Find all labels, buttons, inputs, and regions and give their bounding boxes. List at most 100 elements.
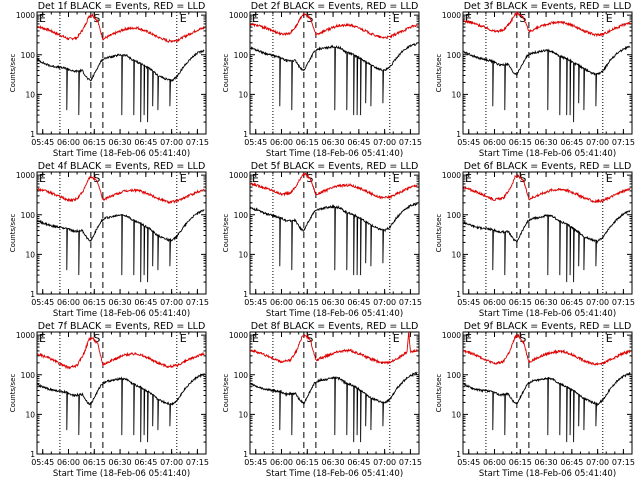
- x-tick-label: 06:45: [134, 298, 157, 307]
- y-tick-label: 100: [234, 371, 249, 380]
- y-tick-label: 10: [25, 90, 35, 99]
- x-axis-title: Start Time (18-Feb-06 05:41:40): [53, 309, 190, 319]
- region-marker: S: [93, 172, 100, 185]
- region-marker: E: [252, 12, 259, 25]
- plot-frame: [36, 171, 207, 295]
- events-series-line: [463, 209, 631, 283]
- chart-title: Det 8f BLACK = Events, RED = LLD: [251, 321, 419, 332]
- region-marker: E: [39, 172, 46, 185]
- y-tick-label: 1: [30, 450, 35, 459]
- y-tick-label: 1: [456, 130, 461, 139]
- x-tick-label: 06:15: [296, 298, 319, 307]
- y-tick-label: 1000: [229, 331, 248, 340]
- x-tick-label: 06:00: [270, 138, 293, 147]
- chart-panel-3: Det 3f BLACK = Events, RED = LLD 1 10 100 10…: [435, 1, 635, 159]
- lld-series-line: [37, 12, 205, 44]
- y-tick-label: 10: [238, 90, 248, 99]
- y-tick-label: 10: [25, 250, 35, 259]
- region-marker: E: [393, 172, 400, 185]
- y-axis-title: Counts/sec: [9, 214, 17, 253]
- y-tick-label: 1: [456, 450, 461, 459]
- chart-title: Det 7f BLACK = Events, RED = LLD: [38, 321, 206, 332]
- y-tick-label: 10: [238, 410, 248, 419]
- x-tick-label: 07:15: [186, 458, 209, 467]
- x-axis-title: Start Time (18-Feb-06 05:41:40): [266, 469, 403, 479]
- x-tick-label: 06:00: [483, 138, 506, 147]
- chart-panel-7: Det 7f BLACK = Events, RED = LLD 1 10 100 10…: [9, 321, 209, 479]
- x-tick-label: 06:30: [109, 138, 132, 147]
- x-tick-label: 06:45: [560, 298, 583, 307]
- x-tick-label: 06:45: [134, 458, 157, 467]
- chart-panel-6: Det 6f BLACK = Events, RED = LLD 1 10 100 10…: [435, 161, 635, 319]
- y-tick-label: 10: [451, 250, 461, 259]
- x-tick-label: 05:45: [31, 298, 54, 307]
- chart-panel-1: Det 1f BLACK = Events, RED = LLD 1 10 100 10…: [9, 1, 209, 159]
- x-axis-title: Start Time (18-Feb-06 05:41:40): [479, 309, 616, 319]
- y-tick-label: 100: [21, 51, 36, 60]
- y-tick-label: 1000: [16, 171, 35, 180]
- x-tick-label: 05:45: [31, 458, 54, 467]
- chart-panel-8: Det 8f BLACK = Events, RED = LLD 1 10 100 10…: [222, 321, 422, 479]
- region-marker: E: [252, 172, 259, 185]
- lld-series-line: [250, 172, 418, 200]
- lld-series-line: [463, 10, 631, 38]
- x-tick-label: 06:00: [270, 298, 293, 307]
- y-tick-label: 1: [456, 290, 461, 299]
- y-axis-title: Counts/sec: [9, 54, 17, 93]
- plot-frame: [462, 331, 633, 455]
- region-marker: E: [465, 332, 472, 345]
- x-tick-label: 05:45: [244, 458, 267, 467]
- region-marker: S: [93, 12, 100, 25]
- y-axis-title: Counts/sec: [435, 374, 443, 413]
- plot-frame: [462, 171, 633, 295]
- x-tick-label: 06:15: [83, 138, 106, 147]
- lld-series-line: [37, 175, 205, 205]
- x-tick-label: 06:30: [322, 138, 345, 147]
- y-axis-title: Counts/sec: [435, 214, 443, 253]
- x-tick-label: 07:00: [586, 458, 609, 467]
- lld-series-line: [37, 336, 205, 370]
- chart-title: Det 4f BLACK = Events, RED = LLD: [38, 161, 206, 172]
- y-tick-label: 1000: [16, 11, 35, 20]
- y-tick-label: 100: [234, 51, 249, 60]
- x-tick-label: 05:45: [244, 298, 267, 307]
- region-marker: S: [519, 172, 526, 185]
- events-series-line: [250, 201, 418, 276]
- plot-frame: [249, 11, 420, 135]
- y-tick-label: 1000: [229, 11, 248, 20]
- x-tick-label: 07:00: [373, 138, 396, 147]
- x-tick-label: 07:15: [399, 298, 422, 307]
- y-tick-label: 100: [21, 211, 36, 220]
- x-tick-label: 06:15: [83, 298, 106, 307]
- x-tick-label: 07:15: [612, 138, 635, 147]
- events-series-line: [463, 371, 631, 443]
- events-series-line: [250, 371, 418, 443]
- x-tick-label: 06:00: [57, 458, 80, 467]
- x-axis-title: Start Time (18-Feb-06 05:41:40): [53, 149, 190, 159]
- x-tick-label: 07:00: [586, 298, 609, 307]
- region-marker: E: [39, 332, 46, 345]
- region-marker: E: [606, 172, 613, 185]
- chart-title: Det 6f BLACK = Events, RED = LLD: [464, 161, 632, 172]
- y-tick-label: 1000: [16, 331, 35, 340]
- events-series-line: [463, 45, 631, 123]
- y-tick-label: 1000: [442, 331, 461, 340]
- y-tick-label: 1000: [229, 171, 248, 180]
- x-tick-label: 05:45: [31, 138, 54, 147]
- plot-frame: [36, 331, 207, 455]
- plot-frame: [249, 171, 420, 295]
- region-marker: E: [606, 12, 613, 25]
- region-marker: E: [180, 172, 187, 185]
- y-axis-title: Counts/sec: [222, 214, 230, 253]
- x-tick-label: 06:45: [560, 138, 583, 147]
- y-tick-label: 1: [243, 450, 248, 459]
- y-tick-label: 1: [243, 130, 248, 139]
- x-tick-label: 06:30: [322, 458, 345, 467]
- x-axis-title: Start Time (18-Feb-06 05:41:40): [479, 149, 616, 159]
- y-axis-title: Counts/sec: [9, 374, 17, 413]
- y-axis-title: Counts/sec: [435, 54, 443, 93]
- chart-panel-5: Det 5f BLACK = Events, RED = LLD 1 10 100 10…: [222, 161, 422, 319]
- events-series-line: [37, 49, 205, 123]
- x-tick-label: 06:15: [509, 138, 532, 147]
- x-tick-label: 05:45: [244, 138, 267, 147]
